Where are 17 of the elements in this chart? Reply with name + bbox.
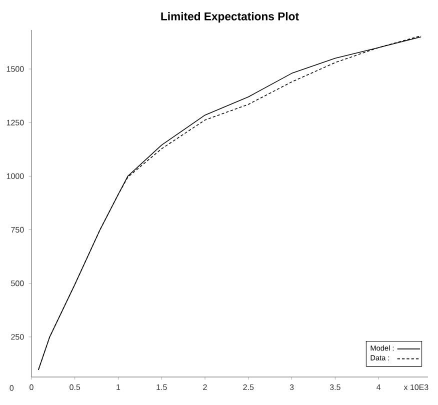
x-tick-label: 2.5	[243, 384, 254, 390]
y-tick-label: 500	[11, 280, 24, 286]
y-tick-label: 1250	[6, 120, 24, 126]
x-tick-label: 4	[376, 384, 381, 390]
x-tick-label: 3.5	[330, 384, 340, 390]
y-tick-label: 250	[11, 334, 24, 340]
x-axis-title: x 10E3	[404, 384, 428, 390]
x-tick-label: 0.5	[70, 384, 80, 390]
chart-title: Limited Expectations Plot	[161, 12, 299, 23]
x-tick-label: 2	[203, 384, 207, 390]
x-tick-label: 0	[30, 384, 34, 390]
y-tick-label: 750	[11, 226, 24, 233]
x-tick-label: 1	[116, 384, 120, 390]
y-tick-label: 1000	[6, 173, 24, 180]
y-tick-label: 1500	[6, 66, 24, 72]
x-tick-label: 1.5	[156, 384, 167, 390]
x-tick-label: 3	[290, 384, 294, 390]
